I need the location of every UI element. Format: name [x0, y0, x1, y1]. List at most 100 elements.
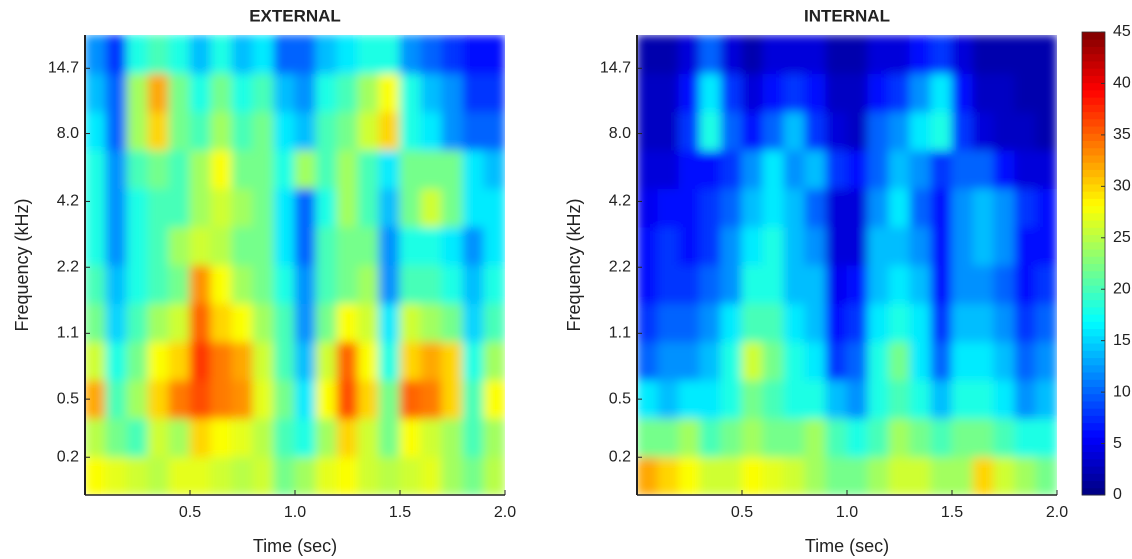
cell [720, 302, 743, 343]
cell [699, 417, 722, 458]
cell [825, 341, 848, 381]
cell [399, 417, 422, 458]
cell [1035, 341, 1057, 381]
cell [1035, 417, 1057, 458]
colorbar-step [1082, 82, 1105, 91]
cell [231, 456, 254, 495]
cell [147, 341, 170, 381]
cell [336, 302, 359, 343]
y-tick-label: 4.2 [609, 193, 631, 210]
cell [231, 302, 254, 343]
heatmap [637, 35, 1057, 495]
cell [657, 264, 680, 304]
colorbar-step [1082, 140, 1105, 149]
x-tick-label: 1.0 [836, 504, 858, 521]
cell [888, 417, 911, 458]
cell [168, 379, 191, 419]
cell [657, 72, 680, 113]
cell [378, 35, 401, 74]
cell [420, 456, 443, 495]
cell [420, 111, 443, 151]
cell [930, 187, 953, 228]
colorbar-step [1082, 75, 1105, 84]
cell [273, 35, 296, 74]
cell [147, 417, 170, 458]
cell [294, 35, 317, 74]
cell [210, 111, 233, 151]
cell [462, 341, 485, 381]
cell [336, 72, 359, 113]
cell [930, 417, 953, 458]
cell [762, 341, 785, 381]
cell [483, 111, 505, 151]
cell [294, 72, 317, 113]
cell [741, 72, 764, 113]
colorbar-tick-label: 25 [1113, 229, 1131, 246]
cell [1014, 456, 1037, 495]
colorbar-step [1082, 32, 1105, 40]
cell [762, 35, 785, 74]
cell [357, 111, 380, 151]
cell [294, 456, 317, 495]
colorbar-step [1082, 220, 1105, 228]
x-tick-label: 1.0 [284, 504, 306, 521]
cell [1014, 187, 1037, 228]
cell [930, 341, 953, 381]
cell [399, 341, 422, 381]
cell [210, 187, 233, 228]
cell [462, 111, 485, 151]
cell [441, 226, 464, 266]
cell [105, 187, 128, 228]
cell [1014, 35, 1037, 74]
cell [846, 149, 869, 189]
cell [462, 456, 485, 495]
cell [252, 187, 275, 228]
cell [252, 302, 275, 343]
cell [420, 341, 443, 381]
cell [294, 111, 317, 151]
cell [462, 72, 485, 113]
cell [189, 111, 212, 151]
cell [637, 149, 659, 189]
cell [462, 226, 485, 266]
cell [657, 456, 680, 495]
colorbar-step [1082, 270, 1105, 279]
cell [699, 187, 722, 228]
cell [783, 187, 806, 228]
cell [1014, 379, 1037, 419]
cell [105, 379, 128, 419]
colorbar-step [1082, 422, 1105, 431]
cell [888, 226, 911, 266]
cell [783, 341, 806, 381]
cell [804, 456, 827, 495]
cell [1014, 264, 1037, 304]
cell [804, 417, 827, 458]
plot-area [637, 35, 1057, 495]
colorbar-step [1082, 133, 1105, 142]
cell [637, 72, 659, 113]
cell [441, 302, 464, 343]
cell [846, 456, 869, 495]
cell [210, 149, 233, 189]
cell [168, 226, 191, 266]
colorbar-step [1082, 314, 1105, 322]
y-tick-label: 14.7 [600, 60, 631, 77]
colorbar-step [1082, 205, 1105, 214]
cell [720, 417, 743, 458]
heatmap [85, 35, 505, 495]
cell [867, 341, 890, 381]
cell [804, 264, 827, 304]
colorbar-step [1082, 183, 1105, 192]
cell [315, 35, 338, 74]
cell [783, 35, 806, 74]
cell [315, 417, 338, 458]
cell [972, 302, 995, 343]
cell [126, 187, 149, 228]
cell [126, 226, 149, 266]
cell [678, 264, 701, 304]
cell [804, 379, 827, 419]
cell [147, 264, 170, 304]
x-tick-label: 0.5 [179, 504, 201, 521]
cell [210, 302, 233, 343]
cell [951, 379, 974, 419]
